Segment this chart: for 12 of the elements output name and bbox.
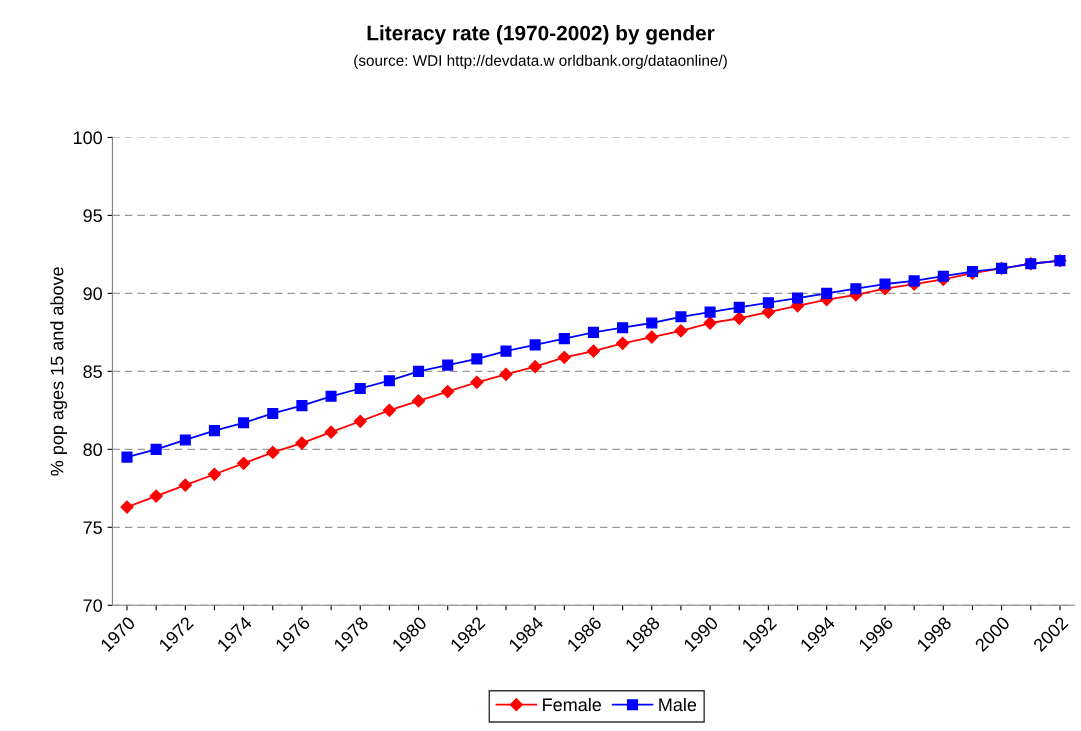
y-tick-label: 100: [73, 131, 102, 145]
y-tick-label: 70: [83, 599, 102, 612]
y-tick-label: 80: [83, 443, 102, 457]
legend-label: Female: [543, 697, 602, 712]
chart-title: Literacy rate (1970-2002) by gender: [367, 25, 715, 45]
y-tick-label: 85: [83, 365, 102, 379]
y-axis-title: % pop ages 15 and above: [50, 267, 68, 476]
y-tick-label: 95: [83, 209, 102, 223]
y-tick-label: 75: [83, 521, 102, 535]
y-tick-label: 90: [83, 287, 102, 301]
chart-subtitle: (source: WDI http://devdata.w orldbank.org/dataonline/): [354, 54, 727, 69]
legend-label: Male: [659, 697, 697, 712]
